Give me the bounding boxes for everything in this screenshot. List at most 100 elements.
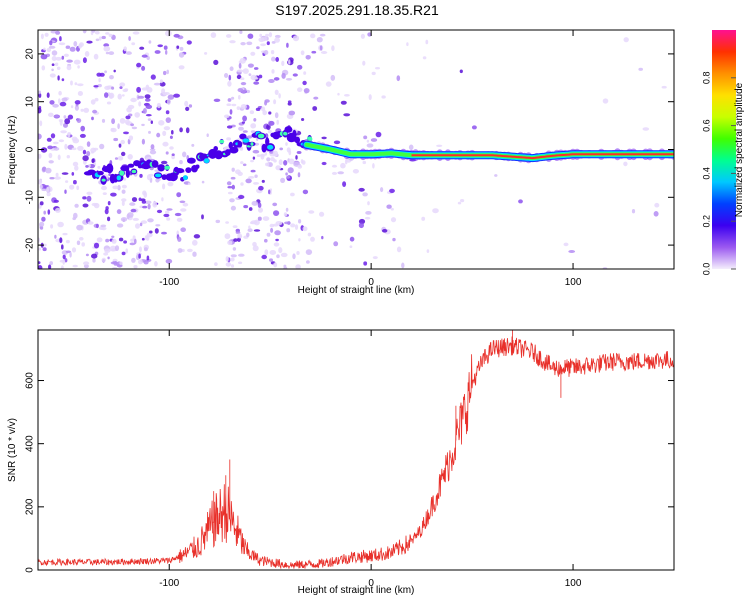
noise-dot (138, 101, 142, 107)
noise-dot (248, 225, 251, 229)
noise-dot (156, 132, 161, 138)
noise-dot (72, 264, 78, 268)
noise-dot (133, 265, 138, 269)
track-blob (161, 174, 167, 181)
noise-dot (206, 133, 209, 137)
noise-dot (128, 36, 131, 41)
noise-dot (63, 115, 67, 119)
noise-dot (382, 229, 388, 233)
noise-dot (119, 82, 126, 87)
noise-dot (131, 126, 138, 130)
noise-dot (623, 37, 629, 43)
noise-dot (73, 180, 77, 185)
noise-dot (182, 202, 189, 207)
noise-dot (83, 107, 90, 113)
track-blob (213, 146, 218, 152)
noise-dot (94, 30, 100, 35)
noise-dot (269, 258, 273, 262)
noise-dot (333, 140, 341, 145)
noise-dot (321, 136, 327, 140)
noise-dot (135, 223, 140, 229)
noise-dot (39, 226, 44, 230)
noise-dot (358, 222, 364, 229)
noise-dot (239, 30, 243, 34)
noise-dot (91, 253, 98, 259)
noise-dot (74, 82, 78, 86)
noise-dot (275, 238, 279, 242)
noise-dot (120, 139, 125, 145)
noise-dot (51, 63, 55, 66)
noise-dot (149, 230, 153, 234)
noise-dot (101, 35, 106, 40)
track-blob-core (242, 138, 250, 143)
noise-dot (273, 262, 278, 268)
noise-dot (58, 139, 65, 143)
noise-dot (176, 45, 180, 49)
noise-dot (134, 238, 137, 245)
noise-dot (258, 74, 263, 79)
noise-dot (141, 54, 148, 58)
noise-dot (230, 176, 236, 180)
noise-dot (256, 154, 261, 158)
noise-dot (96, 223, 99, 229)
noise-dot (273, 77, 280, 81)
noise-dot (213, 98, 221, 103)
noise-dot (161, 231, 167, 235)
noise-dot (246, 232, 250, 237)
noise-dot (58, 119, 64, 123)
track-blob-core (119, 170, 125, 176)
noise-dot (169, 146, 174, 150)
noise-dot (57, 221, 64, 228)
noise-dot (139, 205, 144, 209)
noise-dot (258, 185, 264, 191)
noise-dot (40, 54, 48, 60)
noise-dot (279, 147, 284, 151)
noise-dot (74, 105, 79, 111)
noise-dot (362, 160, 367, 165)
noise-dot (343, 113, 351, 117)
noise-dot (313, 96, 319, 100)
noise-dot (84, 51, 90, 57)
noise-dot (64, 189, 67, 194)
noise-dot (422, 56, 427, 60)
noise-dot (187, 182, 191, 185)
noise-dot (163, 70, 167, 76)
noise-dot (166, 217, 171, 221)
noise-dot (167, 94, 175, 100)
noise-dot (119, 118, 126, 124)
noise-dot (252, 156, 256, 160)
noise-dot (86, 40, 93, 44)
noise-dot (138, 259, 143, 265)
noise-dot (229, 40, 236, 44)
noise-dot (236, 106, 241, 110)
noise-dot (74, 165, 79, 171)
noise-dot (76, 118, 82, 123)
noise-dot (163, 213, 170, 218)
noise-dot (276, 254, 280, 259)
noise-dot (155, 177, 160, 183)
noise-dot (264, 100, 268, 106)
noise-dot (48, 160, 54, 164)
noise-dot (108, 92, 115, 99)
noise-dot (298, 238, 301, 242)
noise-dot (436, 144, 443, 147)
noise-dot (432, 208, 439, 214)
noise-dot (121, 189, 126, 194)
noise-dot (145, 114, 152, 117)
noise-dot (58, 90, 62, 96)
noise-dot (49, 40, 53, 46)
noise-dot (105, 32, 110, 35)
noise-dot (61, 244, 64, 250)
noise-dot (55, 30, 61, 35)
noise-dot (344, 159, 348, 165)
noise-dot (193, 234, 201, 239)
noise-dot (101, 118, 106, 123)
noise-dot (273, 242, 280, 247)
noise-dot (121, 151, 126, 157)
noise-dot (274, 89, 279, 96)
noise-dot (231, 184, 235, 190)
noise-dot (288, 150, 292, 156)
noise-dot (426, 249, 430, 254)
noise-dot (166, 98, 171, 105)
noise-dot (250, 51, 256, 56)
